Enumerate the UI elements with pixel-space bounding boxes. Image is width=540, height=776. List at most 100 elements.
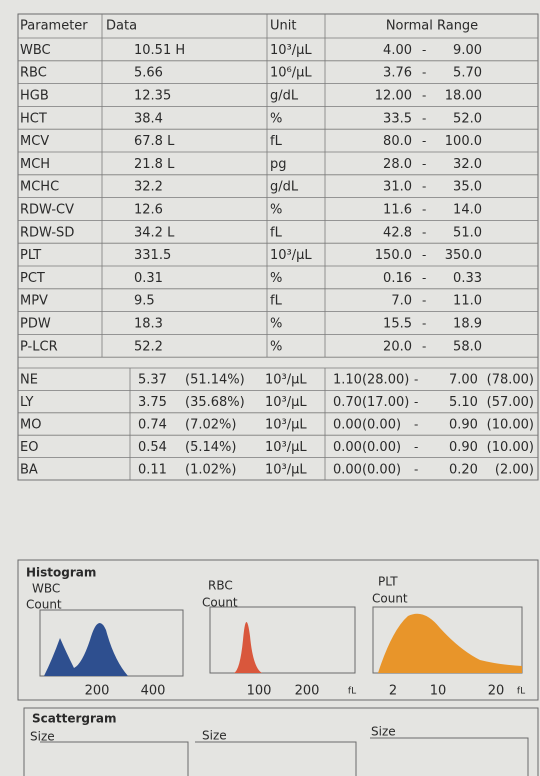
histogram-tick: 20 [488,684,505,699]
unit: % [270,339,282,354]
range-high: 51.0 [453,225,482,240]
unit: % [270,271,282,286]
unit: pg [270,157,287,172]
parameter: MCHC [20,180,59,195]
unit: % [270,111,282,126]
value: 12.35 [134,89,171,104]
scatter-axis: Size [30,730,55,744]
scatter-axis: Size [371,725,396,739]
unit: g/dL [270,180,299,195]
value: 18.3 [134,317,163,332]
value: 3.75 [138,395,167,410]
unit: fL [270,225,283,240]
value: 9.5 [134,294,155,309]
histogram-tick: 200 [85,684,110,699]
range-low: 0.00(0.00) [333,462,401,477]
percent: (1.02%) [185,462,236,477]
scatter-axis: Size [202,729,227,743]
unit: 10³/μL [265,462,307,477]
range-high: 18.9 [453,317,482,332]
parameter: RDW-SD [20,225,74,240]
range-high: 5.10 [449,395,478,410]
range-high: 350.0 [445,248,482,263]
unit: 10³/μL [265,395,307,410]
range-high: 0.33 [453,271,482,286]
percent: (35.68%) [185,395,245,410]
histogram-axis: Count [26,598,62,612]
unit: fL [270,294,283,309]
scattergram-panel [23,707,539,776]
value: 32.2 [134,180,163,195]
range-high: 5.70 [453,66,482,81]
range-high: 0.20 [449,462,478,477]
histogram-tick: 10 [430,684,447,699]
unit: 10³/μL [270,248,312,263]
parameter: MPV [20,294,48,309]
histogram-axis: Count [372,592,408,606]
parameter: PDW [20,317,51,332]
histogram-tick: 100 [247,684,272,699]
range-low: 33.5 [383,111,412,126]
value: 10.51 H [134,43,185,58]
histogram-unit: fL [348,687,356,697]
value: 12.6 [134,203,163,218]
unit: 10³/μL [265,440,307,455]
parameter: LY [20,395,34,410]
range-high-pct: (10.00) [487,418,534,433]
range-sep: - [414,462,418,476]
unit: fL [270,134,283,149]
range-sep: - [414,440,418,454]
range-sep: - [422,339,426,353]
range-low: 0.00(0.00) [333,440,401,455]
unit: % [270,317,282,332]
value: 0.74 [138,418,167,433]
value: 0.31 [134,271,163,286]
range-high: 14.0 [453,203,482,218]
range-sep: - [422,134,426,148]
range-high: 0.90 [449,418,478,433]
histogram-label: WBC [32,582,60,596]
unit: 10³/μL [270,43,312,58]
parameter: EO [20,440,38,455]
range-high-pct: (10.00) [487,440,534,455]
range-sep: - [422,111,426,125]
rbc-plot [209,606,356,674]
plt-curve [378,613,522,673]
range-low: 150.0 [375,248,412,263]
value: 5.37 [138,373,167,388]
range-low: 28.0 [383,157,412,172]
value: 331.5 [134,248,171,263]
range-sep: - [422,89,426,103]
range-sep: - [414,373,418,387]
scattergram-title: Scattergram [32,712,117,726]
rbc-curve [234,621,262,673]
range-low: 11.6 [383,203,412,218]
histogram-axis: Count [202,596,238,610]
parameter: WBC [20,43,51,58]
range-sep: - [414,418,418,432]
percent: (5.14%) [185,440,236,455]
range-high-pct: (78.00) [487,373,534,388]
range-low: 0.16 [383,271,412,286]
histogram-tick: 200 [295,684,320,699]
range-low: 12.00 [375,89,412,104]
unit: 10⁶/μL [270,66,312,81]
range-high: 58.0 [453,339,482,354]
range-high: 100.0 [445,134,482,149]
parameter: BA [20,462,38,477]
range-high: 32.0 [453,157,482,172]
range-high: 11.0 [453,294,482,309]
range-high: 9.00 [453,43,482,58]
parameter: MCH [20,157,50,172]
header-cell: Parameter [20,19,88,34]
range-low: 4.00 [383,43,412,58]
range-low: 0.70(17.00) [333,395,409,410]
value: 5.66 [134,66,163,81]
histogram-tick: 2 [389,684,397,699]
range-high-pct: (2.00) [495,462,534,477]
range-low: 0.00(0.00) [333,418,401,433]
value: 38.4 [134,111,163,126]
percent: (51.14%) [185,373,245,388]
range-high: 52.0 [453,111,482,126]
